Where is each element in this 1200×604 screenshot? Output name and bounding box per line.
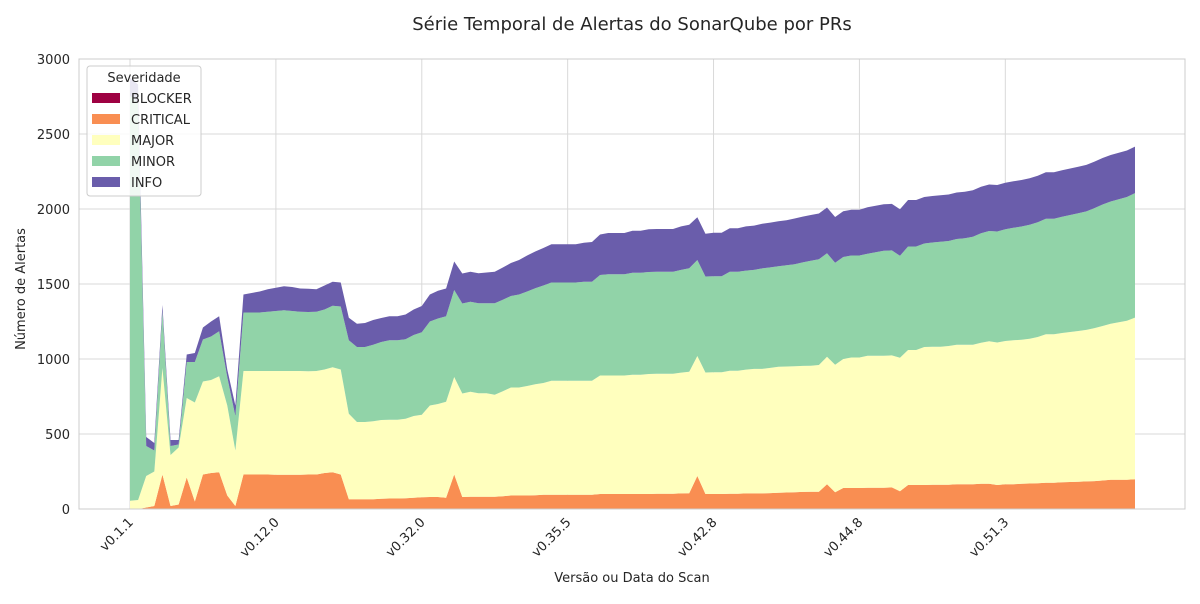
legend-label-blocker: BLOCKER <box>131 92 192 107</box>
legend-swatch-blocker <box>92 93 120 103</box>
y-tick-label: 3000 <box>37 53 70 68</box>
legend-label-info: INFO <box>131 176 162 191</box>
area-critical <box>130 472 1135 509</box>
plot-frame <box>78 58 1186 510</box>
chart-title: Série Temporal de Alertas do SonarQube p… <box>412 14 852 35</box>
legend-swatch-info <box>92 177 120 187</box>
legend-label-critical: CRITICAL <box>131 113 191 128</box>
legend: Severidade BLOCKER CRITICAL MAJOR MINOR INFO <box>86 65 202 197</box>
y-tick-label: 2500 <box>37 128 70 143</box>
legend-label-minor: MINOR <box>131 155 175 170</box>
area-minor <box>130 95 1135 501</box>
y-axis-label: Número de Alertas <box>14 228 29 350</box>
area-major <box>130 317 1135 509</box>
area-layer <box>130 77 1135 509</box>
area-info <box>130 77 1135 451</box>
legend-label-major: MAJOR <box>131 134 174 149</box>
y-tick-label: 1000 <box>37 353 70 368</box>
y-tick-label: 1500 <box>37 278 70 293</box>
x-axis-label: Versão ou Data do Scan <box>554 571 710 586</box>
legend-swatch-minor <box>92 156 120 166</box>
y-tick-label: 500 <box>45 428 70 443</box>
y-tick-label: 2000 <box>37 203 70 218</box>
legend-title: Severidade <box>107 71 180 86</box>
legend-swatch-major <box>92 135 120 145</box>
y-tick-label: 0 <box>62 503 70 518</box>
legend-swatch-critical <box>92 114 120 124</box>
